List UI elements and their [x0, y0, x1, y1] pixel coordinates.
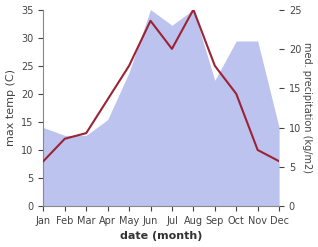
X-axis label: date (month): date (month) [120, 231, 203, 242]
Y-axis label: med. precipitation (kg/m2): med. precipitation (kg/m2) [302, 42, 313, 173]
Y-axis label: max temp (C): max temp (C) [5, 69, 16, 146]
